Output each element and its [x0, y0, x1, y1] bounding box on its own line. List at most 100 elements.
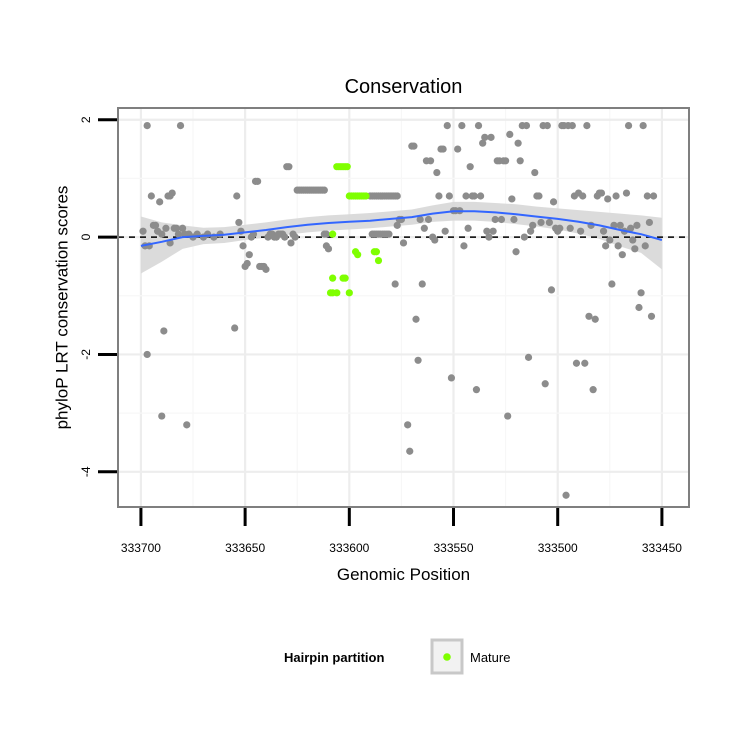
score-point [445, 192, 453, 200]
score-point [543, 122, 551, 130]
score-point [460, 242, 468, 250]
score-point [458, 122, 466, 130]
mature-point [329, 274, 337, 282]
score-point [549, 198, 558, 206]
mature-point [341, 274, 349, 282]
score-point [147, 192, 155, 200]
score-point [556, 224, 564, 232]
score-point [649, 192, 658, 200]
score-point [393, 192, 401, 200]
score-point [527, 227, 535, 235]
smooth-line [140, 210, 663, 247]
score-point [618, 251, 626, 259]
mature-point [362, 192, 370, 200]
score-point [410, 142, 418, 150]
score-point [606, 236, 614, 244]
score-point [497, 215, 506, 224]
score-point [466, 163, 474, 171]
score-point [483, 227, 491, 235]
x-tick-label: 333450 [642, 541, 682, 555]
score-point [581, 359, 589, 367]
score-point [474, 122, 483, 130]
score-point [610, 221, 618, 229]
mature-point [345, 289, 353, 297]
score-point [477, 192, 485, 200]
grid-lines [118, 108, 689, 507]
score-point [568, 122, 576, 130]
score-point [179, 224, 187, 232]
mature-point [372, 248, 381, 256]
mature-point [354, 251, 362, 259]
score-point [158, 412, 166, 420]
score-point [506, 130, 514, 139]
confidence-band [140, 201, 662, 274]
score-point [645, 218, 654, 227]
score-point [470, 192, 478, 200]
score-point [183, 421, 191, 429]
score-point [643, 192, 651, 200]
score-point [481, 133, 489, 141]
score-point [431, 236, 439, 244]
x-tick-label: 333550 [433, 541, 473, 555]
score-point [577, 227, 585, 235]
score-point [235, 218, 243, 227]
score-point [614, 242, 622, 250]
score-point [485, 233, 493, 241]
score-point [583, 122, 591, 130]
score-point [399, 239, 408, 247]
score-point [635, 303, 643, 312]
x-tick-label: 333600 [329, 541, 369, 555]
score-point [633, 221, 641, 229]
axes: 333700 333650 333600 333550 333500 333450 2 0 -2… [79, 116, 682, 555]
mature-point [343, 163, 351, 171]
score-point [516, 157, 524, 165]
score-point [508, 195, 516, 203]
score-point [287, 239, 295, 247]
score-point [537, 218, 545, 227]
score-point [491, 215, 499, 224]
confidence-band-area [140, 201, 662, 274]
score-point [393, 221, 401, 229]
chart-title: Conservation [345, 76, 463, 98]
score-point [585, 312, 593, 320]
score-point [462, 192, 470, 200]
score-point [320, 186, 328, 194]
score-point [591, 315, 599, 323]
score-point [324, 245, 333, 253]
score-point [176, 122, 185, 130]
x-tick-label: 333500 [538, 541, 578, 555]
score-point [239, 242, 247, 250]
score-point [139, 227, 147, 235]
score-point [426, 157, 435, 165]
score-point [602, 242, 610, 250]
score-point [143, 350, 151, 359]
legend: Hairpin partition Mature [284, 638, 510, 675]
score-point [281, 233, 289, 241]
score-point [406, 447, 414, 455]
score-point [604, 195, 612, 203]
data-points [139, 122, 658, 499]
score-point [589, 386, 597, 394]
y-tick-label: -4 [79, 466, 93, 477]
score-point [143, 122, 151, 130]
score-point [245, 251, 253, 259]
score-point [291, 233, 299, 241]
score-point [231, 324, 239, 332]
score-point [447, 374, 456, 382]
score-point [439, 145, 447, 153]
score-point [479, 139, 487, 147]
score-point [616, 221, 624, 229]
mature-point [329, 230, 337, 238]
score-point [262, 265, 270, 273]
score-point [510, 215, 518, 224]
score-point [243, 259, 251, 268]
score-point [631, 245, 639, 253]
legend-key-dot [443, 653, 451, 661]
score-point [524, 353, 533, 361]
score-point [612, 192, 620, 200]
score-point [579, 192, 587, 200]
score-point [420, 224, 428, 232]
score-point [512, 248, 520, 256]
mature-point [333, 289, 341, 297]
